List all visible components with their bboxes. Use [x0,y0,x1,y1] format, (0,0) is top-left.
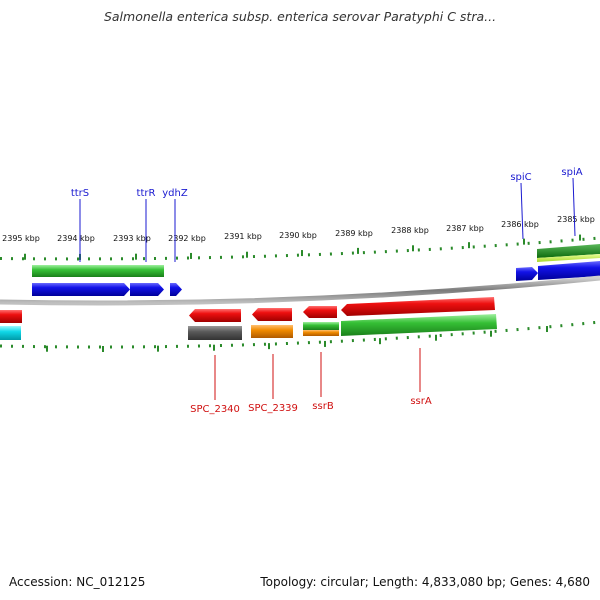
outer-ruler-major-ticks [24,234,581,260]
topology-text: Topology: circular; Length: 4,833,080 bp… [260,575,590,589]
cds-arrow-ydhZ[interactable] [170,283,182,296]
feature-label-SPC_2339[interactable]: SPC_2339 [248,403,298,414]
ruler-tick-label: 2395 kbp [2,234,40,243]
ruler-tick-label: 2393 kbp [113,234,151,243]
cyan-feature-left-edge[interactable] [0,326,21,340]
cds-arrow-left-edge[interactable] [0,310,22,323]
feature-label-ssrB[interactable]: ssrB [312,401,334,412]
gray-feature-SPC_2340[interactable] [188,326,242,340]
inner-ruler-minor-ticks [0,320,600,349]
cds-arrow-ssrA[interactable] [341,297,495,316]
cds-arrow-ssrB[interactable] [303,306,337,318]
feature-label-ydhZ[interactable]: ydhZ [162,188,188,199]
accession-text: Accession: NC_012125 [9,575,146,589]
ruler-tick-labels: 2395 kbp 2394 kbp 2393 kbp 2392 kbp 2391 kbp… [2,215,595,243]
lime-feature-spi[interactable] [537,254,600,262]
orange-feature-ssrB[interactable] [303,330,339,336]
feature-label-SPC_2340[interactable]: SPC_2340 [190,404,240,415]
ruler-tick-label: 2392 kbp [168,234,206,243]
cds-arrow-ttrR[interactable] [130,283,164,296]
feature-label-spiA[interactable]: spiA [561,167,582,178]
ruler-tick-label: 2387 kbp [446,224,484,233]
ruler-tick-label: 2388 kbp [391,226,429,235]
map-title: Salmonella enterica subsp. enterica sero… [103,9,497,24]
green-feature-ttr[interactable] [32,265,164,277]
feature-label-ttrR[interactable]: ttrR [137,188,156,199]
cds-arrow-SPC_2339[interactable] [252,308,292,321]
cds-arrow-SPC_2340[interactable] [189,309,241,322]
cds-arrow-spiA[interactable] [538,261,600,280]
ruler-tick-label: 2385 kbp [557,215,595,224]
top-leader-lines [79,177,576,262]
ruler-tick-label: 2394 kbp [57,234,95,243]
ruler-tick-label: 2391 kbp [224,232,262,241]
feature-label-ssrA[interactable]: ssrA [410,396,432,407]
bottom-leader-lines [214,348,421,400]
genome-backbone [0,275,600,306]
cds-arrow-spiC[interactable] [516,267,538,281]
dark-green-feature-spi[interactable] [537,244,600,258]
feature-label-ttrS[interactable]: ttrS [71,188,89,199]
ruler-tick-label: 2386 kbp [501,220,539,229]
ruler-tick-label: 2389 kbp [335,229,373,238]
ruler-tick-label: 2390 kbp [279,231,317,240]
cds-arrow-ttrS[interactable] [32,283,130,296]
inner-ruler-major-ticks [46,326,548,352]
green-feature-ssrB[interactable] [303,322,339,330]
orange-feature-SPC_2339[interactable] [251,325,293,338]
green-feature-ssrA[interactable] [341,314,497,336]
feature-label-spiC[interactable]: spiC [510,172,531,183]
